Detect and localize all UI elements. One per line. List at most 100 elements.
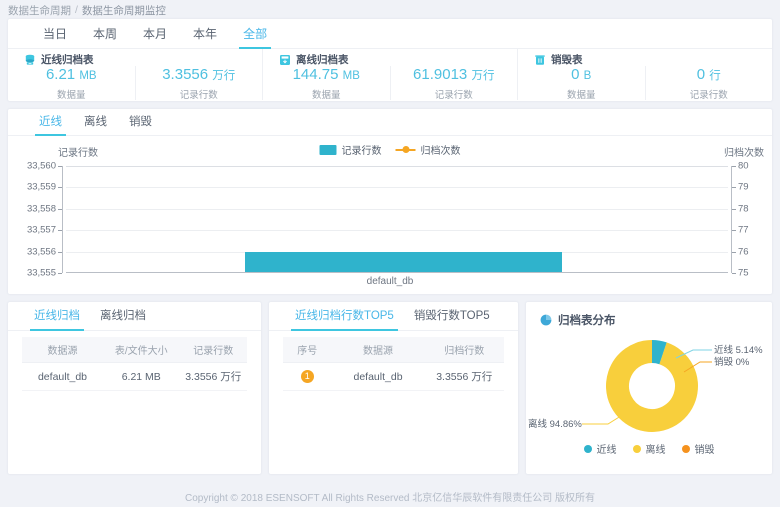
stat-offline-size-unit: MB bbox=[342, 70, 360, 82]
tickmark-r5 bbox=[732, 273, 736, 274]
donut-legend-item-destroy[interactable]: 销毁 bbox=[681, 441, 715, 456]
bottom-panels-row: 近线归档 离线归档 数据源 表/文件大小 记录行数 default_db 6.2… bbox=[8, 302, 772, 474]
gridline-0 bbox=[66, 166, 728, 167]
ytick-right-4: 76 bbox=[738, 246, 749, 258]
ytick-left-4: 33,556 bbox=[26, 246, 56, 258]
stat-offline-size-label: 数据量 bbox=[311, 90, 341, 101]
donut-slice-nearline bbox=[606, 340, 698, 432]
chart-tab-bar: 近线 离线 销毁 bbox=[8, 109, 772, 136]
tab-all[interactable]: 全部 bbox=[230, 19, 280, 49]
cell-datasource: default_db bbox=[331, 362, 425, 391]
chart-tab-destroy[interactable]: 销毁 bbox=[129, 115, 152, 128]
cell-filesize: 6.21 MB bbox=[103, 362, 180, 391]
tab-nearline-archive[interactable]: 近线归档 bbox=[24, 302, 90, 331]
right-axis-line bbox=[731, 166, 732, 273]
stats-row: 近线归档表 6.21 MB 数据量 3.3556 万行 bbox=[8, 49, 772, 101]
stat-offline-rows-value: 61.9013 bbox=[413, 66, 468, 83]
donut-svg bbox=[582, 340, 712, 432]
col-rank: 序号 bbox=[283, 337, 332, 363]
legend-item-archive-count[interactable]: 归档次数 bbox=[395, 142, 461, 157]
cell-rowcount: 3.3556 万行 bbox=[179, 362, 247, 391]
col-archived-rows: 归档行数 bbox=[424, 337, 504, 363]
tab-this-year[interactable]: 本年 bbox=[193, 26, 218, 41]
ytick-left-0: 33,560 bbox=[26, 160, 56, 172]
tab-destroy-top5[interactable]: 销毁行数TOP5 bbox=[413, 309, 490, 322]
col-datasource: 数据源 bbox=[22, 337, 103, 363]
leader-line-offline bbox=[582, 413, 625, 425]
leader-line-nearline bbox=[675, 349, 712, 359]
stat-offline-size-value: 144.75 bbox=[292, 66, 339, 83]
chart-tab-offline[interactable]: 离线 bbox=[84, 115, 107, 128]
pie-label-nearline: 近线 5.14% bbox=[714, 345, 763, 356]
ytick-right-0: 80 bbox=[738, 160, 749, 172]
top5-table: 序号 数据源 归档行数 1 default_db 3.3556 万行 bbox=[283, 337, 504, 391]
table-row[interactable]: 1 default_db 3.3556 万行 bbox=[283, 362, 504, 391]
stat-nearline-rows-unit: 万行 bbox=[212, 70, 236, 82]
donut-chart: 近线 5.14% 销毁 0% 离线 94.86% 近线 离线 销毁 bbox=[526, 328, 772, 460]
gridline-1 bbox=[66, 187, 728, 189]
legend-item-rows[interactable]: 记录行数 bbox=[319, 142, 382, 157]
donut-legend-dot-offline bbox=[632, 444, 641, 453]
col-datasource: 数据源 bbox=[331, 337, 425, 363]
period-tab-bar: 当日 本周 本月 本年 全部 bbox=[8, 19, 772, 49]
breadcrumb: 数据生命周期 / 数据生命周期监控 bbox=[0, 0, 780, 17]
stat-group-offline-title: 离线归档表 bbox=[296, 54, 349, 66]
trash-icon bbox=[534, 54, 546, 66]
cell-rank: 1 bbox=[283, 362, 332, 391]
tab-today[interactable]: 当日 bbox=[43, 26, 68, 41]
tickmark-r1 bbox=[732, 187, 736, 189]
stat-nearline-rows-value: 3.3556 bbox=[162, 66, 209, 83]
breadcrumb-separator: / bbox=[75, 4, 78, 16]
table-header-row: 数据源 表/文件大小 记录行数 bbox=[22, 337, 247, 363]
ytick-left-3: 33,557 bbox=[26, 224, 56, 236]
breadcrumb-root[interactable]: 数据生命周期 bbox=[8, 4, 71, 17]
archive-detail-panel: 近线归档 离线归档 数据源 表/文件大小 记录行数 default_db 6.2… bbox=[8, 302, 261, 474]
distribution-panel: 归档表分布 近线 5.14% 销毁 0% bbox=[526, 302, 772, 474]
top5-tab-bar: 近线归档行数TOP5 销毁行数TOP5 bbox=[269, 302, 518, 331]
tickmark-r2 bbox=[732, 208, 736, 210]
footer: Copyright © 2018 ESENSOFT All Rights Res… bbox=[0, 485, 780, 507]
archive-detail-table: 数据源 表/文件大小 记录行数 default_db 6.21 MB 3.355… bbox=[22, 337, 247, 391]
donut-legend-dot-nearline bbox=[583, 444, 592, 453]
stat-group-nearline-head: 近线归档表 bbox=[24, 52, 94, 67]
footer-copyright: Copyright © 2018 ESENSOFT All Rights Res… bbox=[184, 492, 596, 504]
tab-this-month[interactable]: 本月 bbox=[143, 26, 168, 41]
chart-tab-nearline[interactable]: 近线 bbox=[28, 109, 73, 136]
stat-destroyed-rows-value: 0 bbox=[696, 66, 706, 83]
stat-destroyed-size-label: 数据量 bbox=[566, 90, 596, 101]
tab-nearline-top5[interactable]: 近线归档行数TOP5 bbox=[285, 302, 404, 331]
ytick-left-2: 33,558 bbox=[26, 203, 56, 215]
donut-legend-label-nearline: 近线 bbox=[596, 445, 617, 456]
stat-nearline-size: 6.21 MB 数据量 bbox=[8, 66, 135, 101]
donut-legend-label-destroy: 销毁 bbox=[694, 445, 715, 456]
chart-left-axis-title: 记录行数 bbox=[58, 148, 98, 159]
cell-archived-rows: 3.3556 万行 bbox=[424, 362, 504, 391]
col-filesize: 表/文件大小 bbox=[103, 337, 180, 363]
distribution-panel-header: 归档表分布 bbox=[526, 302, 772, 328]
donut-legend-item-offline[interactable]: 离线 bbox=[632, 441, 666, 456]
archive-database-icon bbox=[24, 54, 36, 66]
donut-legend-item-nearline[interactable]: 近线 bbox=[583, 441, 617, 456]
tickmark-l2 bbox=[58, 208, 62, 210]
table-header-row: 序号 数据源 归档行数 bbox=[283, 337, 504, 363]
cell-datasource: default_db bbox=[22, 362, 103, 391]
gridline-2 bbox=[66, 208, 728, 210]
donut-legend-label-offline: 离线 bbox=[645, 445, 666, 456]
chart-legend: 记录行数 归档次数 bbox=[319, 142, 461, 157]
stat-group-destroyed-title: 销毁表 bbox=[551, 54, 583, 66]
tickmark-l4 bbox=[58, 251, 62, 253]
stat-group-destroyed-head: 销毁表 bbox=[534, 52, 583, 67]
tab-this-week[interactable]: 本周 bbox=[93, 26, 118, 41]
gridline-3 bbox=[66, 230, 728, 232]
stat-destroyed-size-value: 0 bbox=[571, 66, 580, 83]
tickmark-r4 bbox=[732, 251, 736, 253]
stat-offline-rows: 61.9013 万行 记录行数 bbox=[389, 66, 518, 101]
tab-offline-archive[interactable]: 离线归档 bbox=[100, 309, 146, 322]
table-row[interactable]: default_db 6.21 MB 3.3556 万行 bbox=[22, 362, 247, 391]
chart-plot-area bbox=[66, 166, 728, 273]
breadcrumb-current[interactable]: 数据生命周期监控 bbox=[81, 4, 166, 17]
bar-default-db[interactable] bbox=[244, 251, 563, 272]
stat-destroyed-size: 0 B 数据量 bbox=[518, 66, 645, 101]
distribution-panel-title: 归档表分布 bbox=[558, 315, 616, 327]
